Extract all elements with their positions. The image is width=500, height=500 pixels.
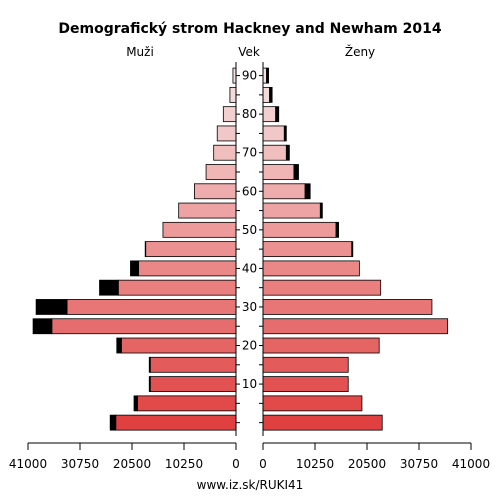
female-bars bbox=[262, 67, 449, 431]
female-bar-extra-75-79 bbox=[283, 125, 287, 142]
axes: 41000 30750 20500 10250 0 0 10250 20500 30750 410… bbox=[9, 62, 490, 471]
female-bar-extra-60-64 bbox=[304, 183, 311, 200]
male-bars bbox=[32, 67, 237, 431]
female-x-tick-label: 20500 bbox=[348, 457, 386, 471]
female-bar-40-44 bbox=[262, 260, 360, 277]
chart-title: Demografický strom Hackney and Newham 20… bbox=[58, 21, 441, 37]
right-series-label: Ženy bbox=[345, 44, 375, 59]
female-bar-70-74 bbox=[262, 144, 287, 161]
age-label-70: 70 bbox=[242, 146, 257, 160]
age-label-30: 30 bbox=[242, 300, 257, 314]
female-bar-85-89 bbox=[262, 86, 270, 103]
female-bar-extra-65-69 bbox=[293, 164, 299, 180]
female-bar-extra-70-74 bbox=[285, 144, 290, 161]
female-bar-35-39 bbox=[262, 279, 382, 296]
male-bar-60-64 bbox=[193, 183, 237, 200]
footer-source: www.iz.sk/RUKI41 bbox=[197, 478, 304, 492]
male-bar-80-84 bbox=[222, 106, 237, 123]
age-label-80: 80 bbox=[242, 107, 257, 121]
male-bar-20-24 bbox=[120, 337, 237, 354]
male-x-tick-label: 10250 bbox=[165, 457, 203, 471]
male-bar-85-89 bbox=[229, 86, 237, 103]
age-label-10: 10 bbox=[242, 377, 257, 391]
female-bar-55-59 bbox=[262, 202, 321, 219]
female-x-tick-label: 10250 bbox=[296, 457, 334, 471]
male-bar-35-39 bbox=[117, 279, 237, 296]
female-x-tick-label: 30750 bbox=[400, 457, 438, 471]
male-bar-5-9 bbox=[137, 395, 237, 412]
male-bar-extra-45-49 bbox=[144, 241, 147, 258]
male-bar-0-4 bbox=[115, 414, 237, 431]
female-x-tick-label: 0 bbox=[259, 457, 267, 471]
male-bar-extra-5-9 bbox=[133, 395, 138, 412]
female-bar-20-24 bbox=[262, 337, 380, 354]
male-bar-10-14 bbox=[149, 376, 237, 392]
male-bar-extra-40-44 bbox=[130, 260, 139, 277]
female-bar-45-49 bbox=[262, 241, 353, 258]
female-bar-15-19 bbox=[262, 356, 349, 373]
female-bar-extra-55-59 bbox=[319, 202, 323, 219]
male-x-tick-label: 0 bbox=[232, 457, 240, 471]
female-bar-65-69 bbox=[262, 164, 295, 180]
female-bar-75-79 bbox=[262, 125, 285, 142]
male-bar-70-74 bbox=[213, 144, 237, 161]
male-bar-55-59 bbox=[178, 202, 237, 219]
female-bar-10-14 bbox=[262, 376, 349, 392]
female-bar-extra-50-54 bbox=[335, 221, 339, 238]
female-bar-50-54 bbox=[262, 221, 337, 238]
female-x-tick-label: 41000 bbox=[452, 457, 490, 471]
female-bar-80-84 bbox=[262, 106, 277, 123]
male-x-tick-label: 30750 bbox=[61, 457, 99, 471]
male-bar-50-54 bbox=[162, 221, 237, 238]
left-series-label: Muži bbox=[126, 45, 154, 59]
male-bar-25-29 bbox=[51, 318, 237, 335]
age-label-50: 50 bbox=[242, 223, 257, 237]
male-bar-extra-30-34 bbox=[35, 299, 68, 315]
male-bar-extra-35-39 bbox=[99, 279, 119, 296]
male-bar-extra-25-29 bbox=[32, 318, 53, 335]
male-bar-40-44 bbox=[138, 260, 237, 277]
male-x-tick-label: 41000 bbox=[9, 457, 47, 471]
female-bar-30-34 bbox=[262, 299, 433, 315]
female-bar-25-29 bbox=[262, 318, 449, 335]
age-axis-label: Vek bbox=[238, 45, 260, 59]
age-label-60: 60 bbox=[242, 184, 257, 198]
male-bar-75-79 bbox=[216, 125, 237, 142]
male-bar-45-49 bbox=[145, 241, 237, 258]
male-bar-extra-15-19 bbox=[148, 356, 151, 373]
female-bar-extra-80-84 bbox=[275, 106, 280, 123]
female-bar-0-4 bbox=[262, 414, 383, 431]
male-bar-extra-10-14 bbox=[148, 376, 151, 392]
male-bar-65-69 bbox=[205, 164, 237, 180]
male-bar-extra-0-4 bbox=[109, 414, 117, 431]
male-x-tick-label: 20500 bbox=[113, 457, 151, 471]
age-label-90: 90 bbox=[242, 69, 257, 83]
female-bar-extra-90+ bbox=[266, 67, 269, 84]
female-bar-extra-45-49 bbox=[351, 241, 354, 258]
age-tick-labels: 10 20 30 40 50 60 70 80 90 bbox=[242, 69, 257, 391]
male-bar-15-19 bbox=[149, 356, 237, 373]
female-bar-90+ bbox=[262, 67, 267, 84]
female-bar-5-9 bbox=[262, 395, 363, 412]
female-bar-extra-85-89 bbox=[269, 86, 273, 103]
age-label-20: 20 bbox=[242, 339, 257, 353]
female-bar-60-64 bbox=[262, 183, 306, 200]
age-label-40: 40 bbox=[242, 261, 257, 275]
male-bar-30-34 bbox=[66, 299, 237, 315]
male-bar-extra-20-24 bbox=[116, 337, 122, 354]
